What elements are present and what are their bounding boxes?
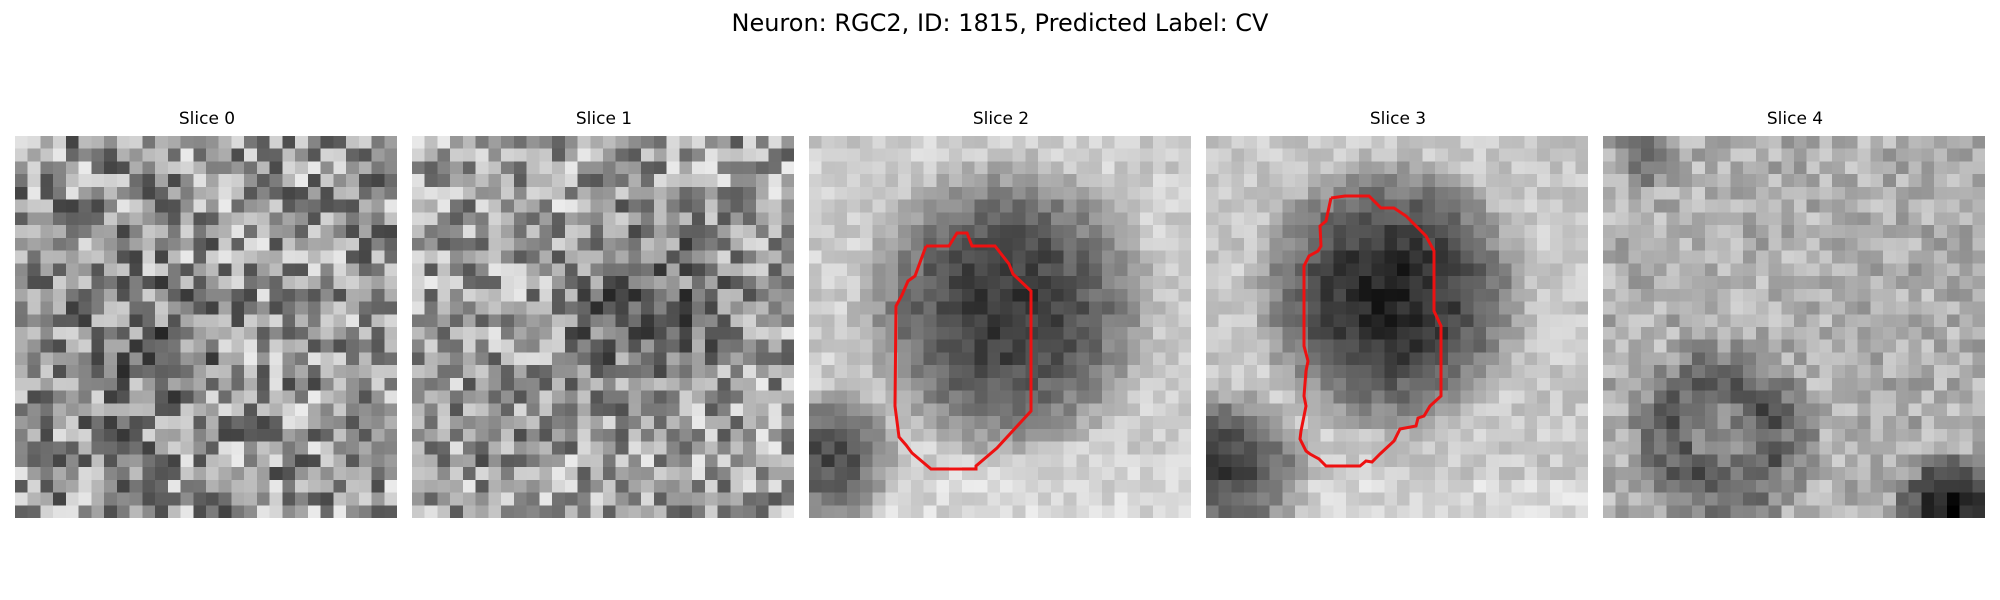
slice-image-0 bbox=[15, 136, 397, 518]
slice-image-3 bbox=[1206, 136, 1588, 518]
slice-image-4 bbox=[1603, 136, 1985, 518]
slice-panel-3: Slice 3 bbox=[1206, 108, 1590, 518]
figure-title: Neuron: RGC2, ID: 1815, Predicted Label:… bbox=[731, 9, 1269, 37]
slice-title-1: Slice 1 bbox=[575, 109, 633, 129]
slice-title-3: Slice 3 bbox=[1369, 109, 1427, 129]
slice-title-0: Slice 0 bbox=[178, 109, 236, 129]
slice-panel-0: Slice 0 bbox=[15, 108, 399, 518]
slice-panel-2: Slice 2 bbox=[809, 108, 1193, 518]
slice-panel-1: Slice 1 bbox=[412, 108, 796, 518]
slice-image-2 bbox=[809, 136, 1191, 518]
slice-title-4: Slice 4 bbox=[1766, 109, 1824, 129]
slice-panel-4: Slice 4 bbox=[1603, 108, 1987, 518]
slice-title-2: Slice 2 bbox=[972, 109, 1030, 129]
slice-image-1 bbox=[412, 136, 794, 518]
